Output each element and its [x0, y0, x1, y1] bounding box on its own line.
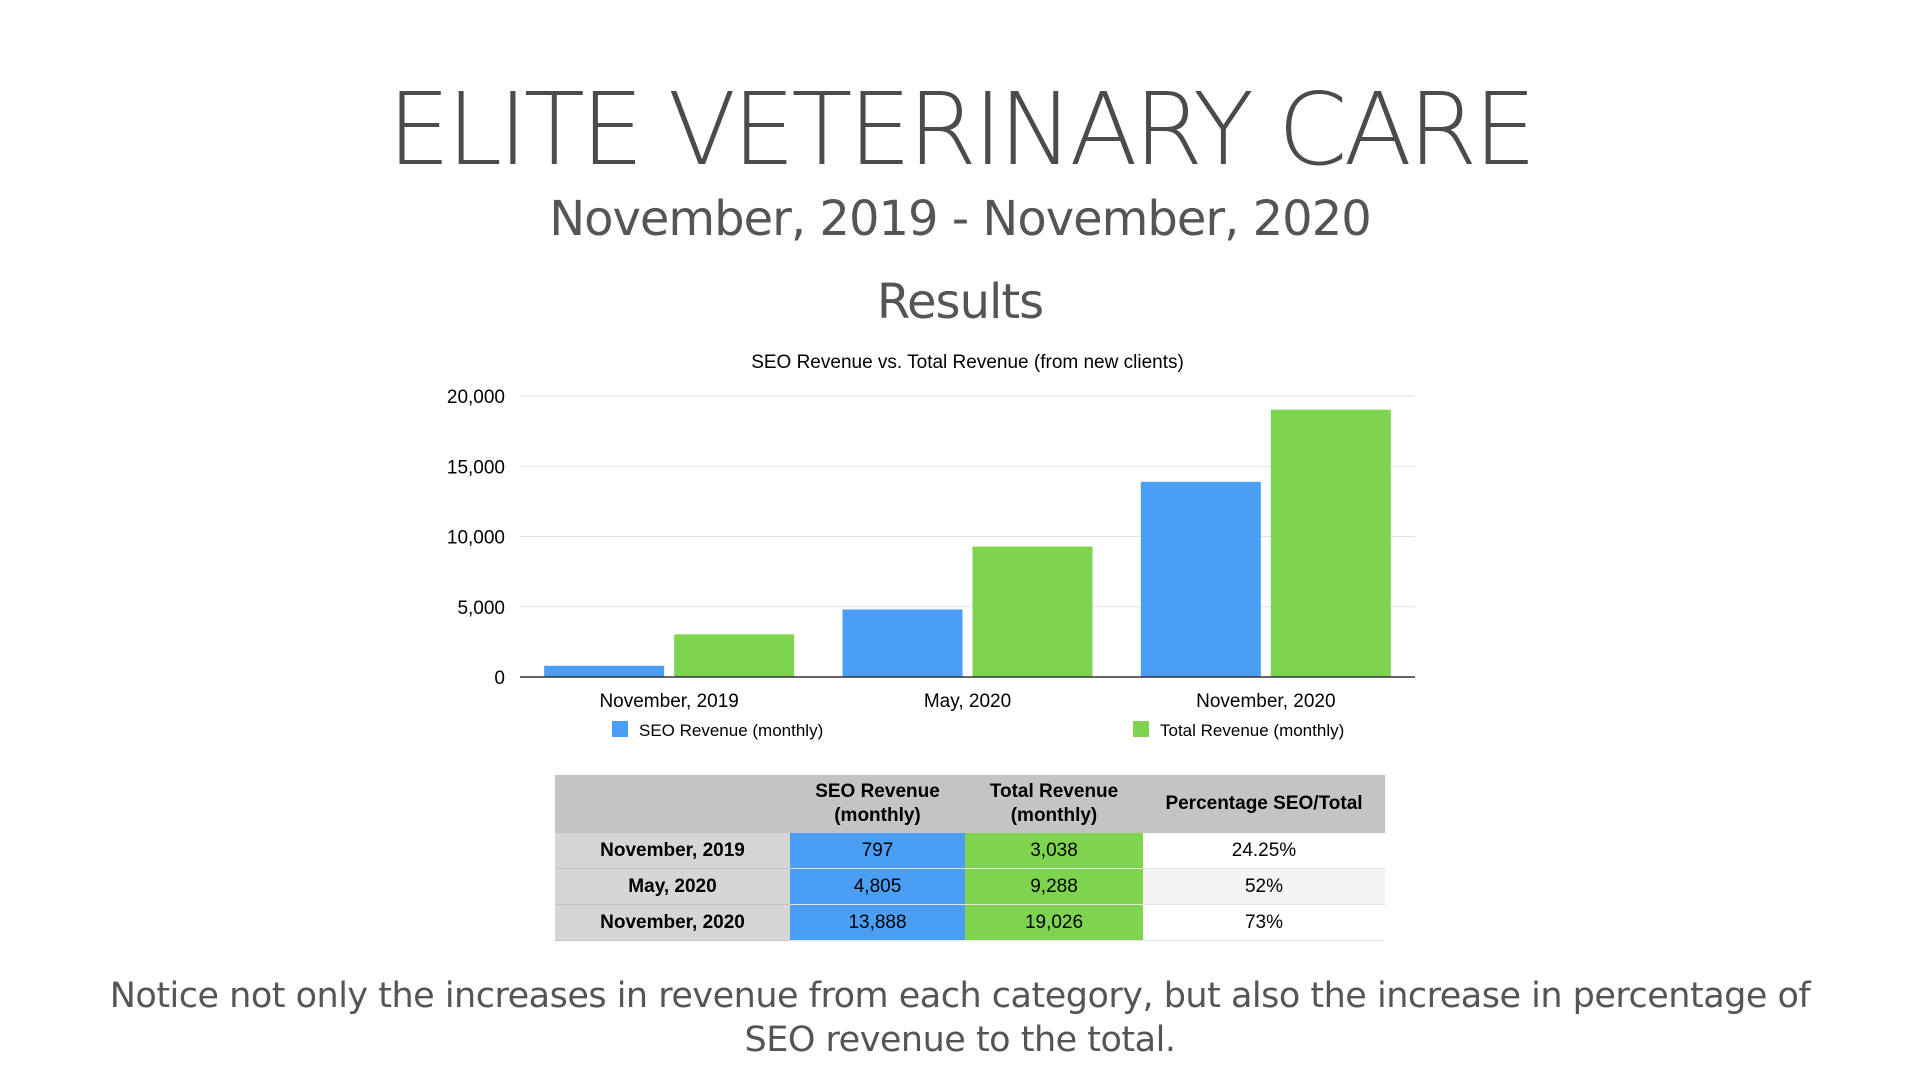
- table-row: May, 2020 4,805 9,288 52%: [555, 868, 1385, 905]
- y-tick-label: 10,000: [447, 528, 505, 549]
- total-revenue-cell: 9,288: [965, 868, 1143, 905]
- total-revenue-cell: 3,038: [965, 833, 1143, 869]
- bar-total: [674, 634, 795, 677]
- y-tick-label: 15,000: [447, 457, 505, 478]
- chart-title: SEO Revenue vs. Total Revenue (from new …: [751, 352, 1184, 373]
- seo-revenue-cell: 797: [790, 833, 965, 869]
- row-label: November, 2020: [555, 904, 790, 941]
- bar-seo: [1140, 481, 1261, 677]
- x-tick-label: May, 2020: [924, 691, 1011, 712]
- seo-revenue-cell: 4,805: [790, 868, 965, 905]
- y-tick-label: 5,000: [457, 598, 505, 619]
- table-header-total: Total Revenue (monthly): [965, 775, 1143, 833]
- footnote: Notice not only the increases in revenue…: [109, 976, 1811, 1060]
- seo-revenue-cell: 13,888: [790, 904, 965, 941]
- bar-seo: [842, 609, 963, 677]
- bar-total: [972, 546, 1093, 677]
- legend-label: Total Revenue (monthly): [1160, 721, 1344, 740]
- row-label: May, 2020: [555, 868, 790, 905]
- total-revenue-cell: 19,026: [965, 904, 1143, 941]
- bar-seo: [544, 665, 665, 677]
- percentage-cell: 24.25%: [1143, 833, 1385, 869]
- legend-swatch: [1133, 721, 1149, 737]
- table-row: November, 2020 13,888 19,026 73%: [555, 904, 1385, 941]
- section-heading: Results: [876, 274, 1044, 330]
- revenue-bar-chart: SEO Revenue vs. Total Revenue (from new …: [447, 352, 1415, 740]
- x-tick-label: November, 2019: [599, 691, 738, 712]
- y-tick-label: 0: [494, 668, 505, 689]
- table-header-percentage: Percentage SEO/Total: [1143, 775, 1385, 833]
- legend-label: SEO Revenue (monthly): [639, 721, 823, 740]
- y-tick-label: 20,000: [447, 387, 505, 408]
- slide-subtitle: November, 2019 - November, 2020: [549, 191, 1372, 247]
- bar-total: [1270, 409, 1391, 677]
- x-tick-label: November, 2020: [1196, 691, 1335, 712]
- table-header-seo: SEO Revenue (monthly): [790, 775, 965, 833]
- percentage-cell: 52%: [1143, 868, 1385, 905]
- table-header-corner: [555, 775, 790, 833]
- table-header-row: SEO Revenue (monthly) Total Revenue (mon…: [555, 775, 1385, 833]
- percentage-cell: 73%: [1143, 904, 1385, 941]
- table-row: November, 2019 797 3,038 24.25%: [555, 833, 1385, 869]
- slide-title: ELITE VETERINARY CARE: [387, 71, 1536, 188]
- legend-swatch: [612, 721, 628, 737]
- revenue-table: SEO Revenue (monthly) Total Revenue (mon…: [555, 775, 1385, 941]
- row-label: November, 2019: [555, 833, 790, 869]
